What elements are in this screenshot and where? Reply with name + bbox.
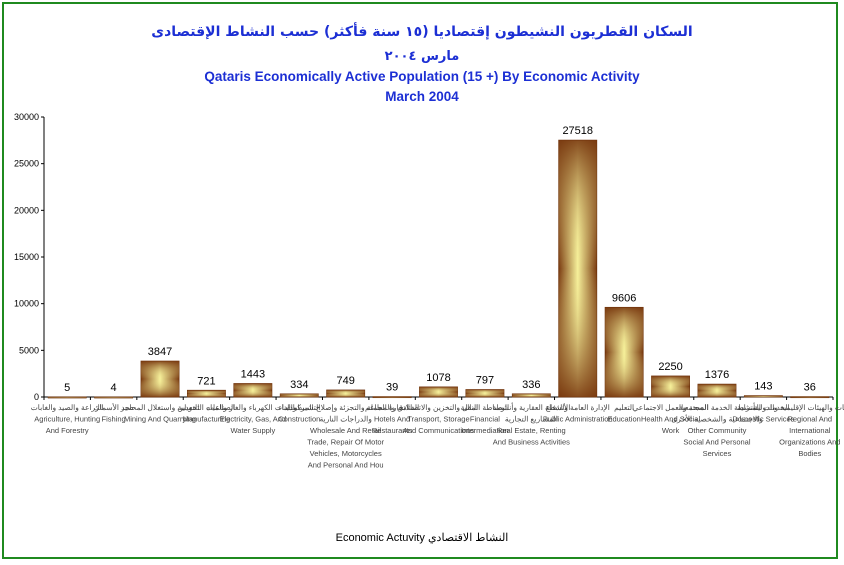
data-label: 39 <box>386 382 398 394</box>
data-label: 2250 <box>658 361 682 373</box>
bar-shade <box>373 396 412 398</box>
bar-shade <box>465 389 504 397</box>
x-tick-label: الصحة والعمل الاجتماعي Health And Social W… <box>632 403 708 435</box>
data-label: 4 <box>111 382 117 394</box>
x-tick-label: الخدمات المنزلية Domestic Services <box>732 403 794 424</box>
x-tick-label: المنظمات والهيئات الإقليمية والدوليةRegi… <box>754 403 844 458</box>
bar-shade <box>48 396 87 398</box>
x-axis-title: Economic Actuvity النشاط الاقتصادي <box>335 532 509 544</box>
x-tick-label: أنشطة الخدمة المجتمعية والاجتماعية والشخص… <box>671 401 763 458</box>
chart-subtitle: March 2004 <box>385 89 459 104</box>
bar-shade <box>790 396 829 398</box>
bar-shade <box>697 384 736 397</box>
data-label: 27518 <box>562 125 593 137</box>
bar-shade <box>326 390 365 397</box>
x-tick-label: الأنشطة العقارية وأنشطة المشاريع التجارية… <box>492 401 570 447</box>
y-tick-label: 30000 <box>14 112 39 122</box>
x-tick-label: امدادات الكهرباء والغاز والمياه Electrici… <box>206 403 299 435</box>
y-tick-label: 20000 <box>14 205 39 215</box>
data-label: 797 <box>476 375 494 387</box>
chart-title: Qataris Economically Active Population (… <box>204 69 640 84</box>
data-label: 143 <box>754 381 772 393</box>
x-tick-label: صيد الأسماك Fishing <box>94 402 135 424</box>
bar-shade <box>558 140 597 397</box>
data-label: 1078 <box>426 372 450 384</box>
data-label: 749 <box>336 375 354 387</box>
data-label: 334 <box>290 379 308 391</box>
x-tick-label: الصناعات التحويلية Manufacturing <box>178 403 236 424</box>
data-label: 336 <box>522 379 540 391</box>
bar-shade <box>280 393 319 397</box>
chart-frame <box>2 2 838 559</box>
chart-date-arabic: مارس ٢٠٠٤ <box>384 49 460 64</box>
data-label: 9606 <box>612 292 636 304</box>
bar-shade <box>744 395 783 397</box>
bar-shade <box>419 386 458 397</box>
y-tick-label: 25000 <box>14 159 39 169</box>
y-tick-label: 10000 <box>14 299 39 309</box>
data-label: 1376 <box>705 369 729 381</box>
y-tick-label: 15000 <box>14 252 39 262</box>
data-label: 5 <box>64 382 70 394</box>
bar-shade <box>141 361 180 397</box>
x-tick-label: التعليم Education <box>607 403 640 424</box>
x-tick-label: النقل والتخزين والاتصالات Transport, Stor… <box>399 403 479 435</box>
x-tick-label: الوساطة المالية Financial Intermediation <box>461 403 509 435</box>
x-tick-label: الزراعة والصيد والغابات Agriculture, Hunt… <box>31 403 104 435</box>
bar-shade <box>187 390 226 397</box>
x-tick-label: الفنادق والمطاعم Hotels And Restaurants <box>365 403 419 435</box>
bar-shade <box>233 383 272 397</box>
bar-shade <box>94 396 133 398</box>
bar-shade <box>605 307 644 397</box>
data-label: 3847 <box>148 346 172 358</box>
y-tick-label: 0 <box>34 392 39 402</box>
bar-shade <box>651 376 690 397</box>
x-tick-label: الإدارة العامة والدفاع Public Administrat… <box>543 403 613 424</box>
y-tick-label: 5000 <box>19 345 39 355</box>
data-label: 1443 <box>241 369 265 381</box>
x-tick-label: تجارة الجملة والتجزئة وإصلاح المركبات وال… <box>286 403 406 470</box>
bar-shade <box>512 393 551 397</box>
data-label: 36 <box>804 382 816 394</box>
data-label: 721 <box>197 375 215 387</box>
x-tick-label: التشييد والبناء Construction <box>278 403 320 424</box>
chart-title-arabic: السكان القطريون النشيطون إقتصاديا (١٥ سن… <box>151 24 693 40</box>
x-tick-label: التعدين واستغلال المحاجر Mining And Quarr… <box>120 403 200 424</box>
